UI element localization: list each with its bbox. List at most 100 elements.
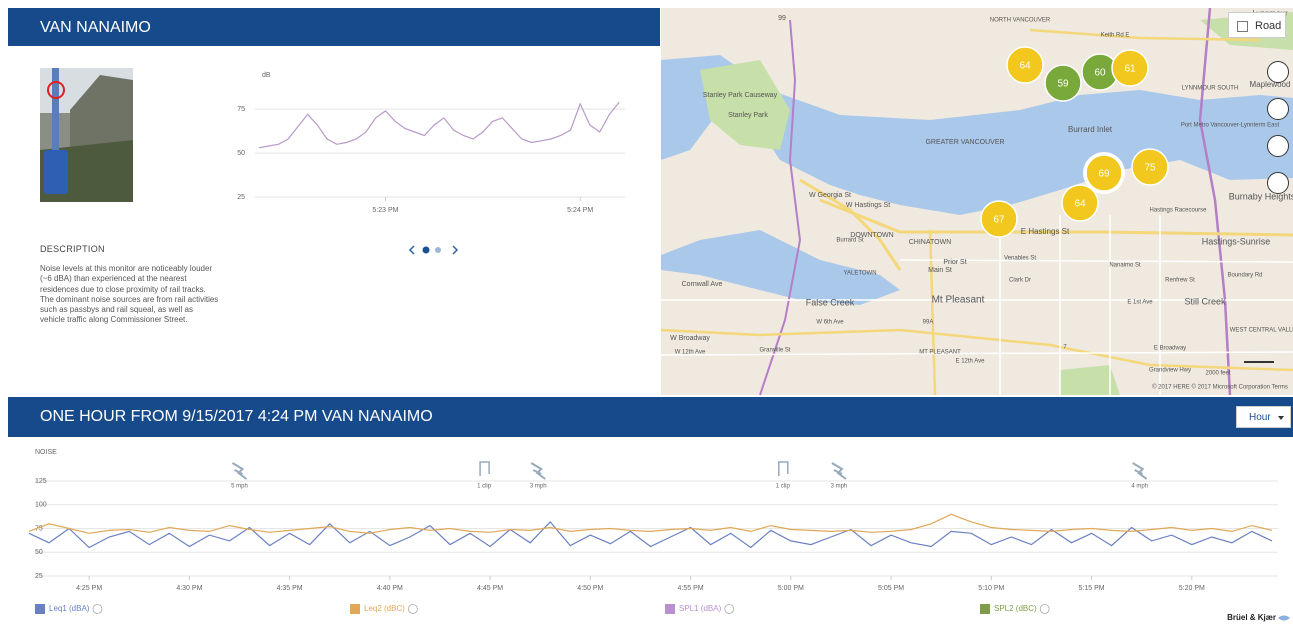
map-label: W 12th Ave: [675, 350, 706, 356]
x-tick-label: 4:40 PM: [377, 585, 403, 592]
map-label: Burrard Inlet: [1068, 125, 1113, 134]
map[interactable]: [661, 8, 1293, 395]
map-label: Still Creek: [1184, 296, 1226, 306]
mini-y-label: dB: [262, 72, 271, 79]
annotation-label: 1 clip: [776, 484, 791, 490]
legend-swatch[interactable]: [350, 604, 360, 614]
map-label: CHINATOWN: [909, 239, 952, 246]
x-tick-label: 4:50 PM: [577, 585, 603, 592]
map-label: W Hastings St: [846, 202, 890, 209]
map-label: Prior St: [943, 259, 966, 266]
map-label: False Creek: [806, 297, 855, 307]
y-tick-label: 25: [35, 573, 43, 580]
description-text: Noise levels at this monitor are noticea…: [40, 264, 220, 326]
x-tick-label: 5:20 PM: [1179, 585, 1205, 592]
map-label: Venables St: [1004, 256, 1036, 262]
map-label: Stanley Park Causeway: [703, 92, 778, 99]
legend-label[interactable]: Leq1 (dBA): [49, 604, 90, 613]
description-heading: DESCRIPTION: [40, 244, 105, 254]
map-label: Burrard St: [836, 238, 864, 244]
x-tick-label: 5:15 PM: [1079, 585, 1105, 592]
scale-bar: [1244, 361, 1274, 363]
map-label: Granville St: [759, 348, 790, 354]
legend-swatch[interactable]: [665, 604, 675, 614]
map-label: Stanley Park: [728, 112, 768, 119]
mini-y-tick-label: 75: [237, 106, 245, 113]
x-tick-label: 4:55 PM: [678, 585, 704, 592]
map-label: W Georgia St: [809, 192, 851, 199]
cluster-label: 59: [1057, 79, 1069, 90]
map-label: Hastings Racecourse: [1149, 208, 1207, 214]
map-style-button[interactable]: Road: [1228, 12, 1286, 38]
map-label: Mt Pleasant: [932, 295, 985, 306]
annotation-label: 5 mph: [231, 484, 248, 490]
map-label: Cornwall Ave: [682, 281, 723, 288]
map-label: Main St: [928, 267, 952, 274]
map-label: Nanaimo St: [1109, 263, 1141, 269]
map-label: Boundary Rd: [1227, 273, 1262, 279]
x-tick-label: 4:45 PM: [477, 585, 503, 592]
cluster-label: 67: [993, 215, 1005, 226]
zoom-out-button[interactable]: [1267, 135, 1289, 157]
mini-y-tick-label: 50: [237, 150, 245, 157]
map-label: Renfrew St: [1165, 278, 1195, 284]
map-label: LYNNMOUR SOUTH: [1182, 86, 1239, 92]
annotation-label: 4 mph: [1131, 484, 1148, 490]
y-tick-label: 50: [35, 549, 43, 556]
x-tick-label: 4:30 PM: [176, 585, 202, 592]
page: {"header":{"title":"VAN NANAIMO"}, "desc…: [0, 0, 1293, 633]
cluster-label: 69: [1098, 169, 1110, 180]
map-label: 99A: [923, 320, 934, 326]
mini-x-tick-label: 5:24 PM: [567, 207, 593, 214]
map-label: WEST CENTRAL VALLEY: [1230, 328, 1293, 334]
map-label: Port Metro Vancouver-Lynnterm East: [1181, 123, 1280, 129]
map-label: W 6th Ave: [816, 320, 844, 326]
zoom-in-button[interactable]: [1267, 98, 1289, 120]
legend-swatch[interactable]: [35, 604, 45, 614]
x-tick-label: 4:25 PM: [76, 585, 102, 592]
map-label: Burnaby Heights: [1229, 191, 1293, 201]
map-label: W Broadway: [670, 335, 710, 342]
locate-button[interactable]: [1267, 61, 1289, 83]
map-label: 99: [778, 15, 786, 22]
x-tick-label: 4:35 PM: [277, 585, 303, 592]
x-tick-label: 5:10 PM: [978, 585, 1004, 592]
legend-swatch[interactable]: [980, 604, 990, 614]
map-label: E Hastings St: [1021, 227, 1070, 236]
map-label: Clark Dr: [1009, 278, 1031, 284]
chart-title: ONE HOUR FROM 9/15/2017 4:24 PM VAN NANA…: [40, 408, 433, 425]
home-button[interactable]: [1267, 172, 1289, 194]
cluster-label: 61: [1124, 64, 1136, 75]
map-label: Hastings-Sunrise: [1202, 236, 1271, 246]
mini-x-tick-label: 5:23 PM: [372, 207, 398, 214]
range-select[interactable]: Hour: [1236, 406, 1291, 428]
annotation-label: 1 clip: [477, 484, 492, 490]
cluster-label: 64: [1074, 199, 1086, 210]
map-label: MT PLEASANT: [919, 350, 961, 356]
map-label: © 2017 HERE © 2017 Microsoft Corporation…: [1152, 384, 1288, 391]
x-tick-label: 5:05 PM: [878, 585, 904, 592]
map-label: E 1st Ave: [1127, 300, 1153, 306]
map-label: NORTH VANCOUVER: [990, 18, 1051, 24]
brand: Brüel & Kjær: [1227, 613, 1276, 622]
cluster-label: 60: [1094, 68, 1106, 79]
cluster-label: 75: [1144, 163, 1156, 174]
map-label: E Broadway: [1154, 346, 1186, 352]
map-label: E 12th Ave: [956, 359, 986, 365]
y-tick-label: 125: [35, 478, 47, 485]
monitor-photo: [40, 68, 133, 202]
legend-label[interactable]: SPL1 (dBA): [679, 604, 722, 613]
legend-label[interactable]: Leq2 (dBC): [364, 604, 405, 613]
legend-label[interactable]: SPL2 (dBC): [994, 604, 1037, 613]
map-label: 2000 feet: [1205, 371, 1230, 377]
x-tick-label: 5:00 PM: [778, 585, 804, 592]
annotation-label: 3 mph: [530, 484, 547, 490]
panel-title: VAN NANAIMO: [40, 19, 151, 36]
map-label: Maplewood: [1250, 80, 1291, 89]
y-tick-label: 100: [35, 502, 47, 509]
map-label: GREATER VANCOUVER: [925, 139, 1004, 146]
y-axis-label: NOISE: [35, 449, 57, 456]
map-label: Grandview Hwy: [1149, 368, 1191, 374]
mini-y-tick-label: 25: [237, 194, 245, 201]
map-label: YALETOWN: [843, 271, 876, 277]
